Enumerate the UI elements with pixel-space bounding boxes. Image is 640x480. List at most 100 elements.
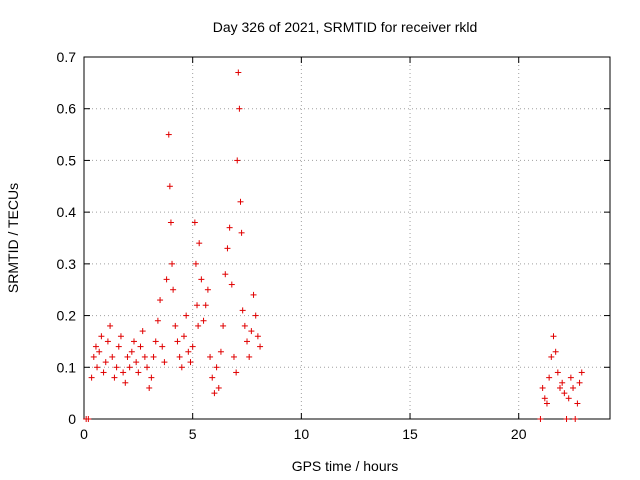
data-point bbox=[239, 307, 246, 314]
data-point bbox=[209, 374, 216, 381]
data-point bbox=[543, 400, 550, 407]
data-point bbox=[248, 328, 255, 335]
x-tick-label: 10 bbox=[294, 426, 310, 442]
data-point bbox=[567, 374, 574, 381]
data-points bbox=[83, 69, 585, 422]
data-point bbox=[565, 395, 572, 402]
data-point bbox=[550, 333, 557, 340]
data-point bbox=[187, 359, 194, 366]
data-point bbox=[165, 131, 172, 138]
data-point bbox=[191, 219, 198, 226]
data-point bbox=[185, 348, 192, 355]
data-point bbox=[88, 374, 95, 381]
data-point bbox=[578, 369, 585, 376]
data-point bbox=[174, 338, 181, 345]
data-point bbox=[144, 364, 151, 371]
data-point bbox=[150, 353, 157, 360]
data-point bbox=[96, 348, 103, 355]
data-point bbox=[196, 240, 203, 247]
data-point bbox=[130, 338, 137, 345]
data-point bbox=[537, 416, 544, 422]
data-point bbox=[124, 353, 131, 360]
data-point bbox=[557, 384, 564, 391]
data-point bbox=[246, 353, 253, 360]
data-point bbox=[167, 219, 174, 226]
data-point bbox=[546, 374, 553, 381]
data-point bbox=[252, 312, 259, 319]
data-point bbox=[189, 343, 196, 350]
data-point bbox=[137, 343, 144, 350]
data-point bbox=[238, 229, 245, 236]
data-point bbox=[122, 379, 129, 386]
data-point bbox=[85, 416, 92, 422]
data-point bbox=[169, 260, 176, 267]
y-tick-label: 0.6 bbox=[57, 101, 77, 117]
data-point bbox=[554, 369, 561, 376]
data-point bbox=[234, 157, 241, 164]
data-point bbox=[157, 297, 164, 304]
x-tick-label: 0 bbox=[80, 426, 88, 442]
data-point bbox=[228, 281, 235, 288]
data-point bbox=[236, 105, 243, 112]
data-point bbox=[161, 359, 168, 366]
x-tick-labels: 0 5 10 15 20 bbox=[80, 426, 527, 442]
data-point bbox=[204, 286, 211, 293]
data-point bbox=[257, 343, 264, 350]
data-point bbox=[183, 312, 190, 319]
data-point bbox=[166, 183, 173, 190]
x-tick-label: 5 bbox=[189, 426, 197, 442]
y-axis-label: SRMTID / TECUs bbox=[5, 183, 21, 293]
data-point bbox=[576, 379, 583, 386]
data-point bbox=[117, 333, 124, 340]
data-point bbox=[254, 333, 261, 340]
data-point bbox=[200, 317, 207, 324]
data-point bbox=[146, 384, 153, 391]
data-point bbox=[222, 271, 229, 278]
data-point bbox=[217, 348, 224, 355]
y-tick-label: 0.2 bbox=[57, 308, 77, 324]
data-point bbox=[159, 343, 166, 350]
y-tick-label: 0.4 bbox=[57, 204, 77, 220]
data-point bbox=[211, 390, 218, 397]
data-point bbox=[176, 353, 183, 360]
data-point bbox=[148, 374, 155, 381]
data-point bbox=[115, 343, 122, 350]
y-tick-label: 0.3 bbox=[57, 256, 77, 272]
y-tick-label: 0.5 bbox=[57, 152, 77, 168]
chart-title: Day 326 of 2021, SRMTID for receiver rkl… bbox=[213, 19, 478, 35]
data-point bbox=[241, 322, 248, 329]
data-point bbox=[195, 322, 202, 329]
x-tick-label: 20 bbox=[511, 426, 527, 442]
data-point bbox=[120, 369, 127, 376]
data-point bbox=[154, 317, 161, 324]
data-point bbox=[215, 384, 222, 391]
data-point bbox=[244, 338, 251, 345]
data-point bbox=[126, 364, 133, 371]
data-point bbox=[198, 276, 205, 283]
data-point bbox=[194, 302, 201, 309]
data-point bbox=[113, 364, 120, 371]
data-point bbox=[226, 224, 233, 231]
data-point bbox=[98, 333, 105, 340]
data-point bbox=[135, 369, 142, 376]
data-point bbox=[90, 353, 97, 360]
data-point bbox=[570, 384, 577, 391]
data-point bbox=[111, 374, 118, 381]
data-point bbox=[572, 416, 579, 422]
data-point bbox=[152, 338, 159, 345]
data-point bbox=[541, 395, 548, 402]
x-axis-label: GPS time / hours bbox=[292, 458, 399, 474]
data-point bbox=[563, 416, 570, 422]
data-point bbox=[235, 69, 242, 76]
data-point bbox=[224, 245, 231, 252]
x-tick-label: 15 bbox=[402, 426, 418, 442]
data-point bbox=[207, 353, 214, 360]
data-point bbox=[548, 353, 555, 360]
plot-frame bbox=[83, 56, 611, 420]
data-point bbox=[133, 359, 140, 366]
data-point bbox=[220, 322, 227, 329]
data-point bbox=[237, 198, 244, 205]
data-point bbox=[539, 384, 546, 391]
